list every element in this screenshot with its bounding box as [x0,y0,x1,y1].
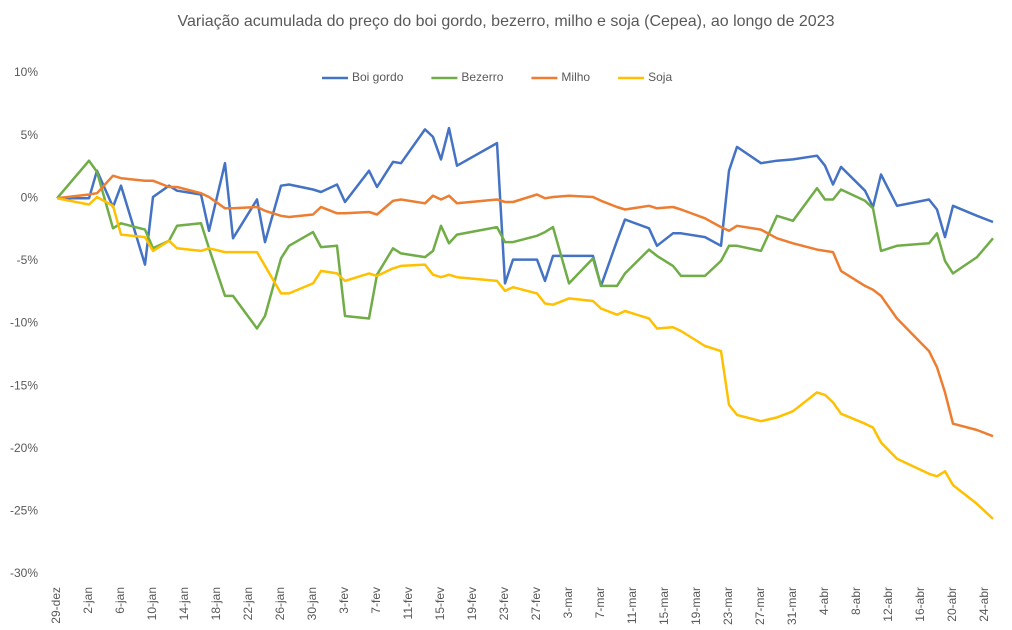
y-tick-label: 10% [14,65,38,79]
x-tick-label: 18-jan [209,587,223,620]
x-tick-label: 11-mar [625,587,639,624]
y-tick-label: -25% [10,504,38,518]
x-tick-label: 3-fev [337,587,351,614]
y-tick-label: -10% [10,316,38,330]
x-tick-label: 12-abr [881,587,895,622]
series-line [56,195,994,520]
x-tick-label: 27-fev [529,587,543,620]
legend-label: Milho [561,70,590,84]
y-tick-label: -15% [10,378,38,392]
x-tick-label: 22-jan [241,587,255,620]
x-tick-label: 23-fev [497,587,511,620]
x-tick-label: 29-dez [49,587,63,624]
x-tick-label: 3-mar [561,587,575,618]
y-tick-label: -5% [17,253,39,267]
x-tick-label: 4-abr [817,587,831,615]
series-line [56,159,994,330]
x-tick-label: 30-jan [305,587,319,620]
y-tick-label: -20% [10,441,38,455]
legend-label: Boi gordo [352,70,404,84]
x-tick-label: 16-abr [913,587,927,622]
x-tick-label: 15-mar [657,587,671,625]
x-tick-label: 19-mar [689,587,703,625]
x-tick-label: 14-jan [177,587,191,620]
legend-label: Soja [648,70,672,84]
legend-label: Bezerro [461,70,503,84]
x-tick-label: 8-abr [849,587,863,615]
series-line [56,174,994,438]
x-tick-label: 7-mar [593,587,607,618]
chart-title: Variação acumulada do preço do boi gordo… [177,13,834,30]
x-tick-label: 10-jan [145,587,159,620]
x-tick-label: 7-fev [369,587,383,614]
x-tick-label: 24-abr [977,587,991,622]
x-tick-label: 23-mar [721,587,735,625]
y-tick-label: -30% [10,566,38,580]
x-tick-label: 20-abr [945,587,959,622]
x-tick-label: 31-mar [785,587,799,625]
x-tick-label: 26-jan [273,587,287,620]
x-tick-label: 2-jan [81,587,95,614]
y-tick-label: 0% [21,190,39,204]
x-tick-label: 11-fev [401,587,415,619]
x-tick-label: 27-mar [753,587,767,625]
series-line [57,126,994,288]
x-tick-label: 15-fev [433,587,447,620]
x-tick-label: 19-fev [465,587,479,620]
x-tick-label: 6-jan [113,587,127,614]
y-tick-label: 5% [21,128,39,142]
